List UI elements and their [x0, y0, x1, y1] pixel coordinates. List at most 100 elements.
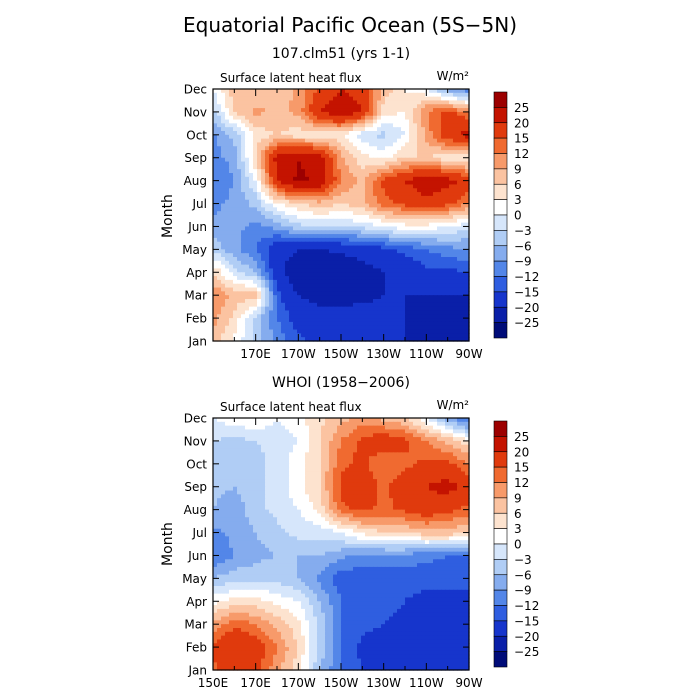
heatmap-cell — [413, 188, 418, 193]
heatmap-cell — [273, 302, 278, 308]
heatmap-cell — [233, 161, 238, 166]
heatmap-cell — [385, 448, 390, 453]
heatmap-cell — [273, 153, 278, 159]
heatmap-cell — [285, 302, 290, 308]
heatmap-cell — [465, 142, 470, 147]
heatmap-cell — [281, 321, 286, 327]
heatmap-cell — [385, 184, 390, 189]
heatmap-cell — [333, 207, 338, 212]
heatmap-cell — [313, 146, 318, 151]
heatmap-cell — [341, 264, 346, 270]
heatmap-cell — [413, 314, 418, 319]
heatmap-cell — [401, 123, 406, 128]
heatmap-cell — [357, 203, 362, 208]
heatmap-cell — [229, 444, 234, 450]
heatmap-cell — [433, 268, 438, 273]
heatmap-cell — [345, 165, 350, 170]
heatmap-cell — [429, 310, 434, 315]
heatmap-cell — [425, 429, 430, 434]
heatmap-cell — [393, 295, 398, 300]
colorbar-swatch — [493, 276, 508, 293]
heatmap-cell — [229, 337, 234, 342]
heatmap-cell — [309, 291, 314, 296]
heatmap-cell — [429, 295, 434, 300]
heatmap-cell — [313, 437, 318, 442]
heatmap-cell — [373, 131, 378, 136]
heatmap-cell — [377, 173, 382, 178]
heatmap-cell — [241, 452, 246, 457]
heatmap-cell — [365, 92, 370, 98]
heatmap-cell — [277, 306, 282, 312]
heatmap-cell — [277, 96, 282, 102]
heatmap-cell — [281, 115, 286, 121]
heatmap-cell — [269, 421, 274, 427]
heatmap-cell — [301, 100, 306, 105]
heatmap-cell — [341, 260, 346, 266]
heatmap-cell — [301, 318, 306, 323]
heatmap-cell — [241, 199, 246, 205]
heatmap-cell — [413, 264, 418, 270]
heatmap-cell — [341, 299, 346, 304]
heatmap-cell — [389, 452, 394, 457]
heatmap-cell — [369, 222, 374, 228]
heatmap-cell — [413, 195, 418, 201]
heatmap-cell — [461, 433, 466, 438]
heatmap-cell — [253, 207, 258, 212]
heatmap-cell — [353, 203, 358, 208]
heatmap-cell — [225, 287, 230, 292]
heatmap-cell — [309, 180, 314, 186]
heatmap-cell — [417, 115, 422, 121]
heatmap-cell — [217, 111, 222, 117]
heatmap-cell — [441, 314, 446, 319]
heatmap-cell — [273, 146, 278, 151]
heatmap-cell — [409, 165, 414, 170]
heatmap-cell — [457, 421, 462, 427]
heatmap-cell — [457, 425, 462, 431]
heatmap-cell — [241, 169, 246, 174]
heatmap-cell — [321, 192, 326, 197]
heatmap-cell — [425, 92, 430, 98]
heatmap-cell — [249, 302, 254, 308]
heatmap-cell — [401, 260, 406, 266]
heatmap-cell — [269, 127, 274, 132]
heatmap-cell — [237, 306, 242, 312]
heatmap-cell — [293, 421, 298, 427]
heatmap-cell — [329, 184, 334, 189]
heatmap-cell — [461, 111, 466, 117]
heatmap-cell — [357, 329, 362, 334]
heatmap-cell — [389, 161, 394, 166]
heatmap-cell — [293, 104, 298, 109]
heatmap-cell — [421, 299, 426, 304]
heatmap-cell — [217, 287, 222, 292]
heatmap-cell — [389, 440, 394, 446]
heatmap-cell — [257, 169, 262, 174]
heatmap-cell — [225, 302, 230, 308]
heatmap-cell — [437, 192, 442, 197]
heatmap-cell — [453, 310, 458, 315]
heatmap-cell — [437, 421, 442, 427]
heatmap-cell — [437, 260, 442, 266]
heatmap-cell — [269, 333, 274, 338]
heatmap-cell — [265, 310, 270, 315]
heatmap-cell — [225, 418, 230, 423]
heatmap-cell — [397, 310, 402, 315]
heatmap-cell — [409, 421, 414, 427]
heatmap-cell — [273, 157, 278, 163]
heatmap-cell — [245, 325, 250, 331]
heatmap-cell — [405, 173, 410, 178]
heatmap-cell — [337, 184, 342, 189]
heatmap-cell — [309, 169, 314, 174]
heatmap-cell — [233, 272, 238, 277]
heatmap-cell — [377, 272, 382, 277]
heatmap-cell — [253, 123, 258, 128]
heatmap-cell — [405, 314, 410, 319]
heatmap-cell — [297, 279, 302, 285]
heatmap-cell — [221, 115, 226, 121]
colorbar-swatch — [493, 199, 508, 216]
heatmap-cell — [413, 169, 418, 174]
heatmap-cell — [385, 89, 390, 94]
heatmap-cell — [413, 180, 418, 186]
heatmap-cell — [309, 318, 314, 323]
heatmap-cell — [261, 249, 266, 254]
heatmap-cell — [321, 150, 326, 155]
